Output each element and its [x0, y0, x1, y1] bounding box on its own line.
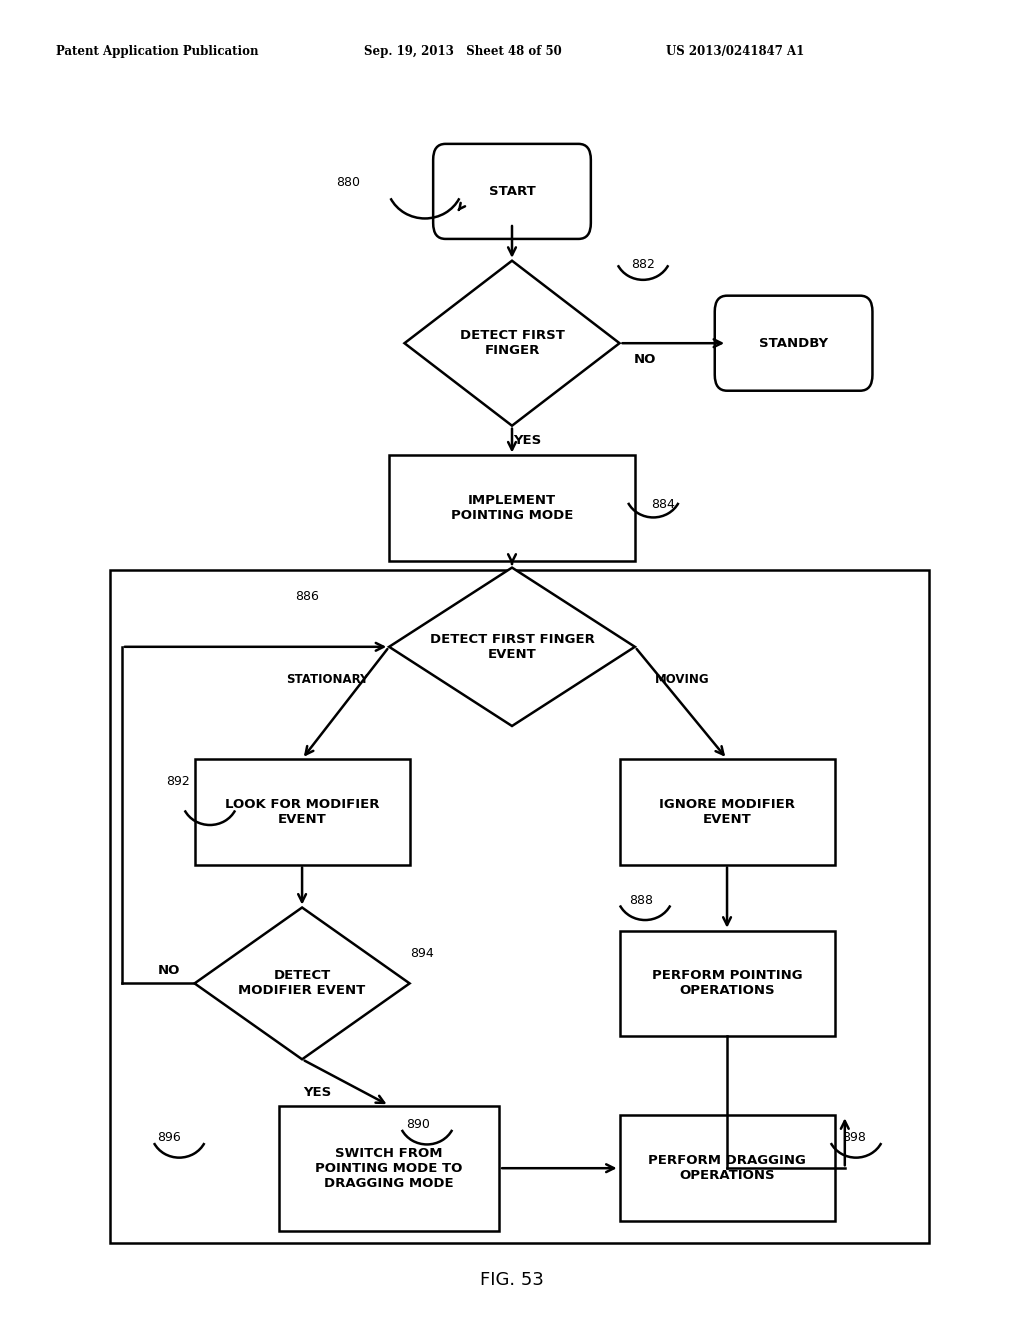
Text: PERFORM POINTING
OPERATIONS: PERFORM POINTING OPERATIONS: [651, 969, 803, 998]
Text: IMPLEMENT
POINTING MODE: IMPLEMENT POINTING MODE: [451, 494, 573, 523]
Text: YES: YES: [303, 1086, 332, 1098]
FancyBboxPatch shape: [715, 296, 872, 391]
Text: 880: 880: [336, 176, 360, 189]
Text: SWITCH FROM
POINTING MODE TO
DRAGGING MODE: SWITCH FROM POINTING MODE TO DRAGGING MO…: [315, 1147, 463, 1189]
Text: 890: 890: [406, 1118, 430, 1131]
Polygon shape: [389, 568, 635, 726]
Bar: [389, 455, 635, 561]
Text: DETECT FIRST
FINGER: DETECT FIRST FINGER: [460, 329, 564, 358]
Text: Sep. 19, 2013   Sheet 48 of 50: Sep. 19, 2013 Sheet 48 of 50: [364, 45, 561, 58]
Text: START: START: [488, 185, 536, 198]
Text: DETECT
MODIFIER EVENT: DETECT MODIFIER EVENT: [239, 969, 366, 998]
Text: PERFORM DRAGGING
OPERATIONS: PERFORM DRAGGING OPERATIONS: [648, 1154, 806, 1183]
Text: MOVING: MOVING: [655, 673, 710, 686]
Text: NO: NO: [634, 352, 656, 366]
Bar: [620, 759, 835, 865]
Text: US 2013/0241847 A1: US 2013/0241847 A1: [666, 45, 804, 58]
Bar: [279, 1106, 500, 1230]
Text: 898: 898: [842, 1131, 866, 1144]
Bar: [110, 570, 929, 1243]
Text: 894: 894: [410, 946, 434, 960]
Text: STANDBY: STANDBY: [759, 337, 828, 350]
Text: IGNORE MODIFIER
EVENT: IGNORE MODIFIER EVENT: [659, 797, 795, 826]
Polygon shape: [195, 908, 410, 1059]
Bar: [620, 1115, 835, 1221]
Text: 892: 892: [166, 775, 190, 788]
Text: DETECT FIRST FINGER
EVENT: DETECT FIRST FINGER EVENT: [429, 632, 595, 661]
Text: 886: 886: [295, 590, 319, 603]
Polygon shape: [404, 261, 620, 425]
Text: STATIONARY: STATIONARY: [286, 673, 369, 686]
Text: 884: 884: [651, 498, 676, 511]
Bar: [620, 931, 835, 1036]
Text: YES: YES: [513, 434, 542, 447]
Text: NO: NO: [158, 964, 180, 977]
Text: LOOK FOR MODIFIER
EVENT: LOOK FOR MODIFIER EVENT: [225, 797, 379, 826]
Text: 888: 888: [629, 894, 653, 907]
Text: FIG. 53: FIG. 53: [480, 1271, 544, 1290]
Text: 882: 882: [631, 257, 655, 271]
FancyBboxPatch shape: [433, 144, 591, 239]
Text: 896: 896: [157, 1131, 181, 1144]
Bar: [195, 759, 410, 865]
Text: Patent Application Publication: Patent Application Publication: [56, 45, 259, 58]
